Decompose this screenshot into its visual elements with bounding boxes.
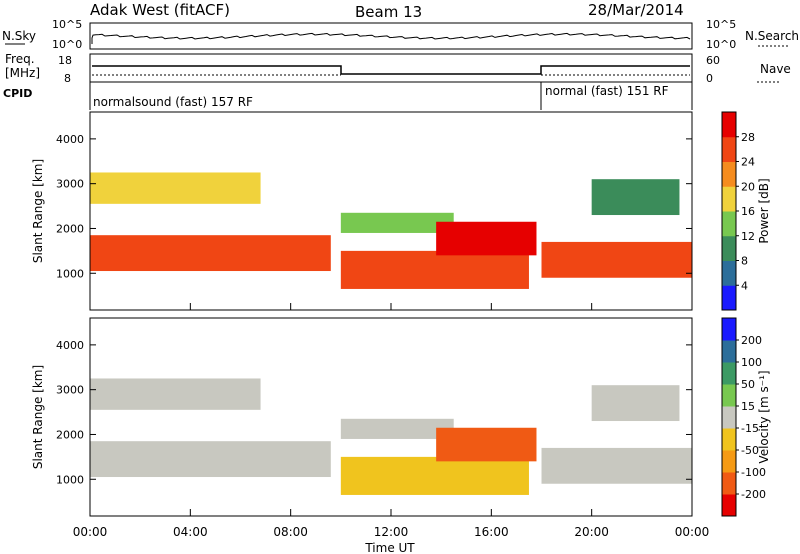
velocity-colorbar-segment <box>722 362 736 385</box>
x-tick-label: 16:00 <box>474 525 509 539</box>
velocity-colorbar-segment <box>722 318 736 341</box>
power-colorbar-tick-label: 8 <box>741 255 748 268</box>
power-y-tick-label: 3000 <box>56 178 84 191</box>
power-colorbar-tick-label: 4 <box>741 279 748 292</box>
velocity-colorbar-segment <box>722 450 736 473</box>
x-tick-label: 20:00 <box>574 525 609 539</box>
power-colorbar-tick-label: 24 <box>741 156 755 169</box>
power-y-tick-label: 2000 <box>56 222 84 235</box>
power-colorbar-segment <box>722 186 736 212</box>
power-colorbar-segment <box>722 285 736 311</box>
nsky-line <box>91 32 691 44</box>
power-echo-region-0 <box>90 235 331 272</box>
velocity-colorbar-tick-label: 200 <box>741 334 762 347</box>
power-heatmap <box>90 172 692 289</box>
power-echo-region-4 <box>436 221 537 256</box>
velocity-colorbar-tick-label: -15 <box>741 422 759 435</box>
velocity-y-ticks: 1000 2000 3000 4000 <box>56 339 692 486</box>
power-y-tick-label: 1000 <box>56 267 84 280</box>
velocity-echo-region-4 <box>436 427 537 462</box>
x-tick-label: 12:00 <box>374 525 409 539</box>
velocity-y-tick-label: 1000 <box>56 473 84 486</box>
x-tick-label: 00:00 <box>675 525 710 539</box>
nsky-tick-high: 10^5 <box>52 18 82 31</box>
velocity-colorbar-label: Velocity [m s⁻¹] <box>757 370 771 463</box>
nsearch-tick-low: 10^0 <box>706 38 736 51</box>
beam-title: Beam 13 <box>355 3 422 21</box>
power-colorbar-segment <box>722 112 736 138</box>
velocity-colorbar-tick-label: -200 <box>741 488 766 501</box>
power-colorbar: 4 8 12 16 20 24 28 <box>721 111 755 311</box>
nsearch-label: N.Search <box>745 29 799 43</box>
power-y-axis-label: Slant Range [km] <box>31 159 45 263</box>
power-echo-region-5 <box>541 241 692 278</box>
freq-label: Freq. <box>5 52 35 66</box>
freq-tick-high: 18 <box>58 54 72 67</box>
power-colorbar-tick-label: 20 <box>741 180 755 193</box>
x-tick-label: 00:00 <box>73 525 108 539</box>
power-colorbar-label: Power [dB] <box>757 178 771 243</box>
velocity-y-tick-label: 2000 <box>56 428 84 441</box>
nsearch-tick-high: 10^5 <box>706 18 736 31</box>
velocity-colorbar-segment <box>722 494 736 517</box>
velocity-y-tick-label: 4000 <box>56 339 84 352</box>
power-colorbar-tick-label: 12 <box>741 230 755 243</box>
power-colorbar-segment <box>722 211 736 237</box>
velocity-colorbar-frame <box>721 317 737 517</box>
velocity-colorbar-segment <box>722 472 736 495</box>
power-colorbar-tick-label: 16 <box>741 205 755 218</box>
velocity-colorbar-tick-label: 15 <box>741 400 755 413</box>
nsky-label: N.Sky <box>2 29 36 43</box>
velocity-colorbar-segment <box>722 406 736 429</box>
velocity-y-tick-label: 3000 <box>56 384 84 397</box>
cpid-mode-2: normal (fast) 151 RF <box>545 84 669 98</box>
velocity-echo-region-5 <box>541 447 692 484</box>
power-echo-region-6 <box>591 179 680 216</box>
nsky-tick-low: 10^0 <box>52 38 82 51</box>
radar-title: Adak West (fitACF) <box>90 1 230 19</box>
velocity-colorbar-segment <box>722 340 736 363</box>
power-colorbar-segment <box>722 260 736 286</box>
cpid-mode-1: normalsound (fast) 157 RF <box>93 95 253 109</box>
freq-tick-low: 8 <box>64 72 71 85</box>
date-title: 28/Mar/2014 <box>588 1 684 19</box>
power-colorbar-segment <box>722 235 736 261</box>
power-echo-region-3 <box>340 250 529 289</box>
freq-unit-label: [MHz] <box>5 66 40 80</box>
power-y-ticks: 1000 2000 3000 4000 <box>56 133 692 280</box>
velocity-echo-region-0 <box>90 441 331 478</box>
velocity-echo-region-6 <box>591 385 680 422</box>
velocity-colorbar: 200 100 50 15 -15 -50 -100 -200 <box>721 317 766 517</box>
nave-label: Nave <box>760 62 791 76</box>
velocity-colorbar-segment <box>722 384 736 407</box>
cpid-label: CPID <box>3 87 32 100</box>
velocity-colorbar-tick-label: 100 <box>741 356 762 369</box>
power-colorbar-segment <box>722 136 736 162</box>
freq-line <box>92 65 690 75</box>
power-y-tick-label: 4000 <box>56 133 84 146</box>
nsky-panel <box>89 22 693 50</box>
power-colorbar-tick-label: 28 <box>741 131 755 144</box>
velocity-colorbar-tick-label: -100 <box>741 466 766 479</box>
freq-panel <box>89 53 693 83</box>
velocity-y-axis-label: Slant Range [km] <box>31 365 45 469</box>
velocity-colorbar-segment <box>722 428 736 451</box>
velocity-echo-region-1 <box>90 378 261 410</box>
power-echo-region-1 <box>90 172 261 204</box>
velocity-colorbar-tick-label: -50 <box>741 444 759 457</box>
power-echo-region-2 <box>340 212 454 233</box>
nave-tick-low: 0 <box>706 72 713 85</box>
velocity-echo-region-2 <box>340 418 454 439</box>
x-axis-ticks: 00:00 04:00 08:00 12:00 16:00 20:00 00:00 <box>73 303 710 539</box>
velocity-colorbar-tick-label: 50 <box>741 378 755 391</box>
velocity-heatmap <box>90 378 692 495</box>
power-colorbar-segment <box>722 161 736 187</box>
velocity-echo-region-3 <box>340 456 529 495</box>
x-tick-label: 08:00 <box>273 525 308 539</box>
nave-tick-high: 60 <box>706 54 720 67</box>
x-tick-label: 04:00 <box>173 525 208 539</box>
x-axis-label: Time UT <box>364 541 415 554</box>
